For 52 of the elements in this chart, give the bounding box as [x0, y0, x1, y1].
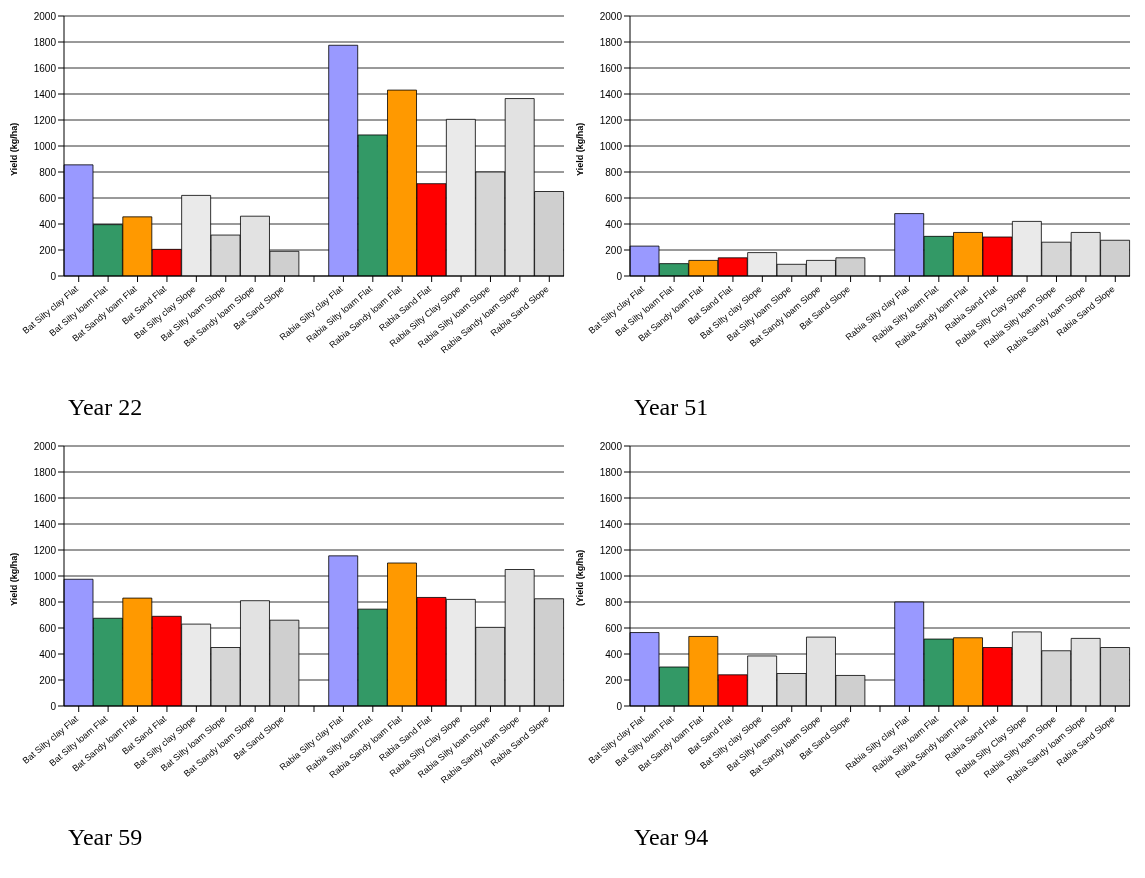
y-tick-label: 1200 [599, 544, 623, 556]
y-tick-label: 1400 [33, 88, 57, 100]
y-tick-label: 1400 [599, 518, 623, 530]
y-tick-label: 1000 [599, 140, 623, 152]
y-tick-label: 1000 [599, 570, 623, 582]
y-tick-label: 1000 [33, 140, 57, 152]
y-tick-label: 800 [605, 596, 623, 608]
y-tick-label: 1000 [33, 570, 57, 582]
y-tick-label: 1600 [599, 62, 623, 74]
y-tick-label: 200 [605, 244, 623, 256]
y-tick-label: 800 [39, 596, 57, 608]
y-tick-label: 400 [605, 218, 623, 230]
y-tick-label: 0 [616, 700, 623, 712]
y-tick-label: 1800 [599, 36, 623, 48]
y-tick-label: 0 [50, 700, 57, 712]
y-axis-title: (Yield (kg/ha) [575, 549, 586, 606]
y-tick-label: 1800 [33, 36, 57, 48]
y-tick-label: 1800 [33, 466, 57, 478]
y-tick-label: 0 [50, 270, 57, 282]
y-tick-label: 1600 [33, 62, 57, 74]
y-tick-label: 400 [39, 648, 57, 660]
y-tick-label: 2000 [33, 440, 57, 452]
y-tick-label: 1600 [33, 492, 57, 504]
y-tick-label: 200 [39, 244, 57, 256]
y-tick-label: 600 [39, 622, 57, 634]
y-tick-label: 600 [605, 192, 623, 204]
y-tick-label: 2000 [33, 10, 57, 22]
y-axis-title: Yield (kg/ha) [9, 552, 20, 606]
y-tick-label: 1800 [599, 466, 623, 478]
y-tick-label: 1200 [599, 114, 623, 126]
y-tick-label: 400 [39, 218, 57, 230]
y-tick-label: 0 [616, 270, 623, 282]
y-tick-label: 200 [39, 674, 57, 686]
text: Year 51 [634, 394, 709, 421]
y-tick-label: 1600 [599, 492, 623, 504]
text: Year 22 [68, 394, 143, 421]
y-axis-title: Yield (kg/ha) [575, 122, 586, 176]
y-tick-label: 200 [605, 674, 623, 686]
y-tick-label: 1400 [33, 518, 57, 530]
y-tick-label: 800 [39, 166, 57, 178]
text: Year 94 [634, 824, 709, 851]
y-tick-label: 800 [605, 166, 623, 178]
y-tick-label: 1400 [599, 88, 623, 100]
y-tick-label: 2000 [599, 440, 623, 452]
y-tick-label: 2000 [599, 10, 623, 22]
text: Year 59 [68, 824, 143, 851]
y-tick-label: 600 [605, 622, 623, 634]
y-tick-label: 1200 [33, 544, 57, 556]
y-tick-label: 600 [39, 192, 57, 204]
y-tick-label: 1200 [33, 114, 57, 126]
y-axis-title: Yield (kg/ha) [9, 122, 20, 176]
y-tick-label: 400 [605, 648, 623, 660]
